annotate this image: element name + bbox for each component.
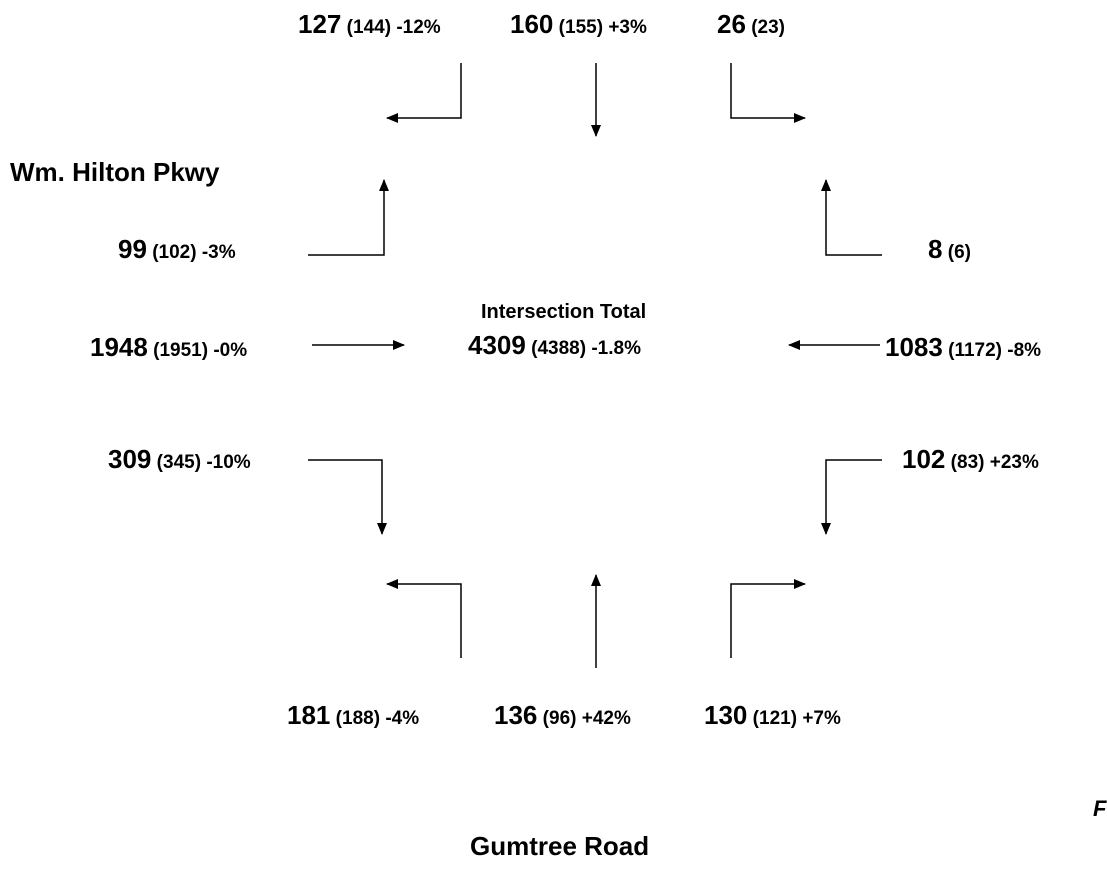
eb-through-count: 1948 xyxy=(90,332,148,362)
eb-left-arrow xyxy=(308,179,389,256)
intersection-total-value: 4309 (4388) -1.8% xyxy=(468,332,641,358)
nb-left-change: -4% xyxy=(385,708,420,729)
nb-left-arrow xyxy=(386,579,462,658)
sb-left-count: 26 xyxy=(717,9,746,39)
eb-left-change: -3% xyxy=(201,242,236,263)
wb-left-arrow xyxy=(821,459,882,535)
nb-right-label: 130 (121) +7% xyxy=(704,702,841,728)
nb-through-change: +42% xyxy=(581,708,631,729)
nb-through-label: 136 (96) +42% xyxy=(494,702,631,728)
wb-left-count: 102 xyxy=(902,444,946,474)
sb-right-count: 127 xyxy=(298,9,342,39)
eb-right-arrow xyxy=(308,459,387,535)
intersection-total-count: 4309 xyxy=(468,330,526,360)
eb-right-prev: (345) xyxy=(156,452,202,473)
sb-right-label: 127 (144) -12% xyxy=(298,11,441,37)
edge-mark: F xyxy=(1093,796,1107,821)
eb-left-count: 99 xyxy=(118,234,147,264)
nb-right-change: +7% xyxy=(802,708,841,729)
eb-right-count: 309 xyxy=(108,444,152,474)
wb-through-change: -8% xyxy=(1007,340,1042,361)
wb-through-prev: (1172) xyxy=(948,340,1002,361)
wb-left-change: +23% xyxy=(989,452,1039,473)
sb-through-prev: (155) xyxy=(558,17,604,38)
eb-right-label: 309 (345) -10% xyxy=(108,446,251,472)
eb-left-label: 99 (102) -3% xyxy=(118,236,236,262)
sb-right-prev: (144) xyxy=(346,17,392,38)
eb-left-prev: (102) xyxy=(152,242,197,263)
cross-street-name: Gumtree Road xyxy=(470,831,650,861)
sb-through-change: +3% xyxy=(608,17,647,38)
intersection-total-prev: (4388) xyxy=(531,338,587,359)
nb-left-count: 181 xyxy=(287,700,331,730)
wb-through-count: 1083 xyxy=(885,332,943,362)
sb-right-arrow xyxy=(386,63,462,123)
wb-left-label: 102 (83) +23% xyxy=(902,446,1039,472)
eb-through-label: 1948 (1951) -0% xyxy=(90,334,247,360)
sb-left-prev: (23) xyxy=(751,17,785,38)
nb-left-prev: (188) xyxy=(335,708,381,729)
sb-through-count: 160 xyxy=(510,9,554,39)
wb-right-count: 8 xyxy=(928,234,943,264)
sb-right-change: -12% xyxy=(396,17,441,38)
eb-right-change: -10% xyxy=(206,452,251,473)
nb-through-prev: (96) xyxy=(542,708,577,729)
main-street-name: Wm. Hilton Pkwy xyxy=(10,157,220,187)
sb-through-label: 160 (155) +3% xyxy=(510,11,647,37)
nb-right-count: 130 xyxy=(704,700,748,730)
nb-left-label: 181 (188) -4% xyxy=(287,702,419,728)
intersection-total-change: -1.8% xyxy=(591,338,641,359)
eb-through-change: -0% xyxy=(213,340,248,361)
wb-through-label: 1083 (1172) -8% xyxy=(885,334,1041,360)
nb-through-count: 136 xyxy=(494,700,538,730)
nb-right-prev: (121) xyxy=(752,708,798,729)
wb-right-label: 8 (6) xyxy=(928,236,971,262)
wb-right-prev: (6) xyxy=(947,242,971,263)
sb-left-label: 26 (23) xyxy=(717,11,785,37)
eb-through-prev: (1951) xyxy=(153,340,209,361)
sb-left-arrow xyxy=(730,63,806,123)
wb-left-prev: (83) xyxy=(950,452,985,473)
nb-right-arrow xyxy=(730,579,806,658)
intersection-total-title: Intersection Total xyxy=(481,301,647,323)
wb-right-arrow xyxy=(821,179,882,256)
